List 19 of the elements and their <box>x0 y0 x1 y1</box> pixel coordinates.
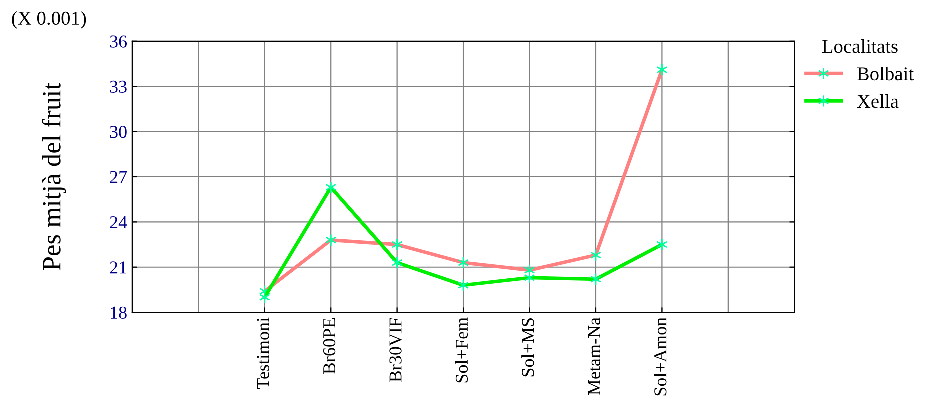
y-tick-label: 24 <box>110 216 128 228</box>
y-tick-label: 18 <box>111 306 127 320</box>
y-tick-label: 21 <box>110 262 126 274</box>
y-tick-label: 27 <box>110 171 128 184</box>
y-tick-label: 33 <box>110 80 127 94</box>
y-tick-label: 30 <box>110 126 127 138</box>
x-tick-label: Testimoni <box>257 318 270 390</box>
legend-label: Bolbait <box>857 66 914 81</box>
legend-title: Localitats <box>822 40 898 54</box>
y-tick-label: 36 <box>110 36 128 48</box>
x-tick-label: Sol+Amon <box>654 318 667 396</box>
legend-label: Xella <box>857 94 899 108</box>
x-tick-label: Br30VIF <box>390 318 402 382</box>
x-tick-label: Sol+MS <box>522 318 534 377</box>
text: (X 0.001) <box>12 11 86 29</box>
x-tick-label: Metam-Na <box>588 318 600 396</box>
x-tick-label: Br60PE <box>323 318 336 374</box>
y-axis-title: Pes mitjà del fruit <box>42 82 66 270</box>
x-tick-label: Sol+Fem <box>455 318 468 383</box>
